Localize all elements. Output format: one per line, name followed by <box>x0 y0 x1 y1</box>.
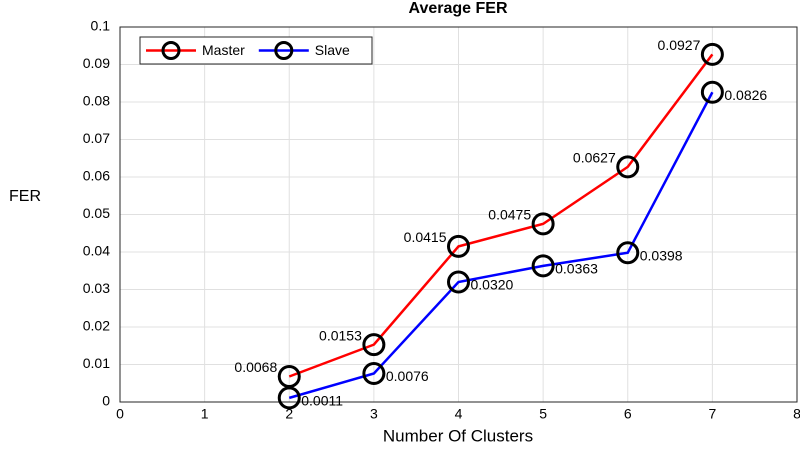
marker <box>616 155 640 179</box>
data-label: 0.0363 <box>555 261 598 277</box>
legend-marker <box>161 41 181 60</box>
y-tick-label: 0.04 <box>83 243 110 259</box>
data-label: 0.0627 <box>573 150 616 166</box>
data-label: 0.0398 <box>640 247 683 263</box>
data-label: 0.0415 <box>404 229 447 245</box>
marker <box>362 333 386 357</box>
plot-border <box>119 26 798 403</box>
marker <box>700 42 724 66</box>
marker <box>277 386 301 410</box>
legend-marker <box>274 41 294 60</box>
y-tick-label: 0.06 <box>83 168 110 184</box>
x-tick-label: 3 <box>370 406 378 422</box>
x-tick-label: 5 <box>539 406 547 422</box>
y-tick-label: 0.02 <box>83 318 110 334</box>
marker <box>531 254 555 278</box>
y-tick-label: 0.07 <box>83 130 110 146</box>
legend-label: Master <box>202 42 245 58</box>
legend-label: Slave <box>315 42 350 58</box>
x-tick-label: 7 <box>708 406 716 422</box>
marker <box>531 212 555 236</box>
y-tick-label: 0.1 <box>91 18 111 34</box>
y-tick-label: 0.08 <box>83 93 110 109</box>
marker <box>447 234 470 258</box>
y-tick-label: 0.03 <box>83 280 110 296</box>
y-tick-label: 0.09 <box>83 55 110 71</box>
y-tick-label: 0.05 <box>83 205 110 221</box>
x-tick-label: 2 <box>285 406 293 422</box>
data-label: 0.0475 <box>488 207 531 223</box>
x-tick-label: 8 <box>793 406 800 422</box>
x-axis-label: Number Of Clusters <box>383 426 533 445</box>
chart-title: Average FER <box>409 0 508 17</box>
marker <box>700 80 724 104</box>
x-tick-label: 4 <box>455 406 463 422</box>
y-tick-label: 0.01 <box>83 355 110 371</box>
data-label: 0.0153 <box>319 327 362 343</box>
data-label: 0.0927 <box>658 37 701 53</box>
x-tick-label: 1 <box>201 406 209 422</box>
y-axis-label: FER <box>9 188 41 205</box>
data-label: 0.0320 <box>471 277 514 293</box>
marker <box>616 241 640 265</box>
series-line <box>288 91 714 400</box>
marker <box>447 270 470 294</box>
data-label: 0.0826 <box>724 87 767 103</box>
x-tick-label: 6 <box>624 406 632 422</box>
x-tick-label: 0 <box>116 406 124 422</box>
data-label: 0.0076 <box>386 368 429 384</box>
data-label: 0.0011 <box>301 393 343 409</box>
series-line <box>288 53 714 378</box>
data-label: 0.0068 <box>234 359 277 375</box>
marker <box>362 362 386 385</box>
y-tick-label: 0 <box>102 393 110 409</box>
